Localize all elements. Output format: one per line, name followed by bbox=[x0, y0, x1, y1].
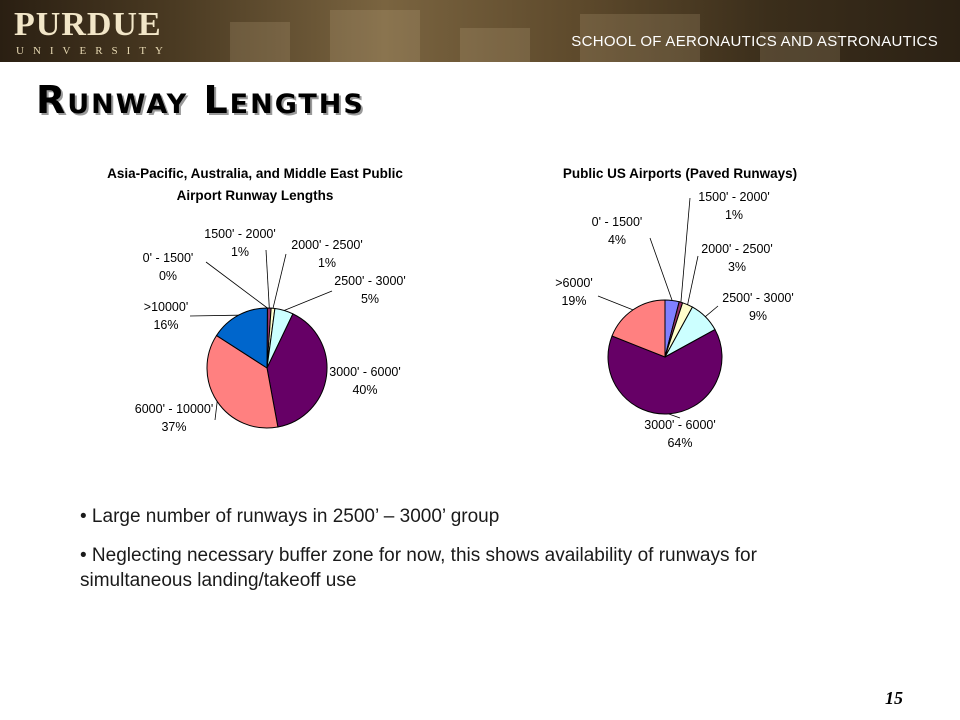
slice-label: >10000' bbox=[144, 300, 188, 314]
slice-label: 2500' - 3000' bbox=[722, 291, 794, 305]
slice-percent-label: 1% bbox=[231, 245, 249, 259]
slice-percent-label: 9% bbox=[749, 309, 767, 323]
page-number: 15 bbox=[885, 688, 903, 708]
slice-percent-label: 1% bbox=[725, 208, 743, 222]
slice-percent-label: 3% bbox=[728, 260, 746, 274]
leader-line bbox=[668, 413, 681, 419]
building-silhouette bbox=[760, 32, 840, 62]
header-banner: PURDUE UNIVERSITY SCHOOL OF AERONAUTICS … bbox=[0, 0, 960, 62]
slice-percent-label: 5% bbox=[361, 292, 379, 306]
slide-title: Runway Lengths bbox=[36, 78, 365, 122]
university-logo-subtitle: UNIVERSITY bbox=[16, 45, 172, 57]
pie-slice bbox=[215, 307, 268, 369]
building-silhouette bbox=[460, 28, 530, 62]
pie-charts: Asia-Pacific, Australia, and Middle East… bbox=[107, 166, 797, 450]
pie-slice bbox=[266, 313, 328, 428]
slice-label: 1500' - 2000' bbox=[204, 227, 276, 241]
bullet-list: • Large number of runways in 2500’ – 300… bbox=[80, 504, 820, 607]
bullet-item: • Neglecting necessary buffer zone for n… bbox=[80, 545, 757, 591]
building-silhouette bbox=[230, 22, 290, 62]
slice-percent-label: 64% bbox=[667, 436, 692, 450]
university-logo-name: PURDUE bbox=[14, 6, 162, 43]
chart-title: Public US Airports (Paved Runways) bbox=[563, 166, 797, 181]
leader-line bbox=[265, 249, 270, 309]
leader-line bbox=[680, 197, 691, 303]
slice-label: 3000' - 6000' bbox=[329, 365, 401, 379]
slice-label: >6000' bbox=[555, 276, 593, 290]
leader-line bbox=[283, 290, 333, 311]
building-silhouette bbox=[580, 14, 700, 62]
leader-line bbox=[705, 305, 719, 318]
pie-slice bbox=[607, 328, 723, 415]
slice-percent-label: 4% bbox=[608, 233, 626, 247]
building-silhouette bbox=[330, 10, 420, 62]
leader-line bbox=[597, 295, 634, 311]
slice-label: 1500' - 2000' bbox=[698, 190, 770, 204]
slice-percent-label: 19% bbox=[561, 294, 586, 308]
leader-line bbox=[189, 314, 239, 317]
slice-label: 2000' - 2500' bbox=[701, 242, 773, 256]
slice-percent-label: 37% bbox=[161, 420, 186, 434]
pie-chart: Public US Airports (Paved Runways) 0' - 1… bbox=[555, 166, 797, 450]
slice-label: 6000' - 10000' bbox=[135, 402, 213, 416]
slice-percent-label: 1% bbox=[318, 256, 336, 270]
chart-title: Airport Runway Lengths bbox=[177, 188, 334, 203]
leader-line bbox=[649, 237, 673, 301]
pie-chart: Asia-Pacific, Australia, and Middle East… bbox=[107, 166, 406, 434]
slice-label: 0' - 1500' bbox=[143, 251, 194, 265]
chart-title: Asia-Pacific, Australia, and Middle East… bbox=[107, 166, 403, 181]
leader-line bbox=[214, 401, 218, 421]
leader-line bbox=[272, 253, 287, 309]
slice-label: 2500' - 3000' bbox=[334, 274, 406, 288]
slice-label: 3000' - 6000' bbox=[644, 418, 716, 432]
slice-percent-label: 0% bbox=[159, 269, 177, 283]
slice-percent-label: 40% bbox=[352, 383, 377, 397]
leader-line bbox=[687, 255, 699, 305]
slice-label: 2000' - 2500' bbox=[291, 238, 363, 252]
pie-slice bbox=[611, 299, 666, 358]
leader-line bbox=[205, 261, 268, 309]
school-name: SCHOOL OF AERONAUTICS AND ASTRONAUTICS bbox=[571, 33, 938, 50]
slice-percent-label: 16% bbox=[153, 318, 178, 332]
slice-label: 0' - 1500' bbox=[592, 215, 643, 229]
bullet-item: • Large number of runways in 2500’ – 300… bbox=[80, 506, 500, 527]
